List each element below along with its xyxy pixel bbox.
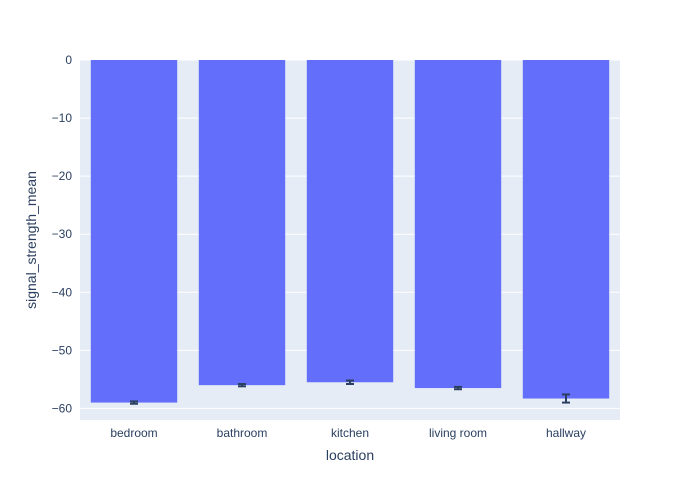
y-tick-label: −20 (52, 169, 73, 183)
y-tick-label: −50 (52, 343, 73, 357)
y-axis-title: signal_strength_mean (23, 171, 39, 309)
bars (90, 60, 610, 403)
error-bar (238, 383, 246, 388)
x-tick-label: living room (429, 426, 487, 440)
x-tick-labels: bedroom bathroom kitchen living room hallway (110, 426, 586, 440)
y-tick-label: −10 (52, 111, 73, 125)
error-bar (454, 385, 462, 391)
x-tick-label: bathroom (217, 426, 268, 440)
y-tick-label: 0 (65, 53, 72, 67)
error-bar (130, 400, 138, 405)
bar-bedroom (90, 60, 178, 403)
y-tick-label: −60 (52, 401, 73, 415)
y-tick-label: −30 (52, 227, 73, 241)
x-tick-label: hallway (546, 426, 586, 440)
bar-living-room (414, 60, 502, 389)
x-axis-title: location (326, 447, 374, 463)
x-tick-label: kitchen (331, 426, 369, 440)
error-bar (346, 379, 354, 385)
bar-kitchen (306, 60, 394, 383)
error-bar (562, 393, 570, 404)
error-bars (130, 379, 570, 405)
bar-hallway (522, 60, 610, 399)
bar-bathroom (198, 60, 286, 386)
x-tick-label: bedroom (110, 426, 157, 440)
y-tick-label: −40 (52, 285, 73, 299)
y-tick-labels: 0 −10 −20 −30 −40 −50 −60 (52, 53, 73, 415)
